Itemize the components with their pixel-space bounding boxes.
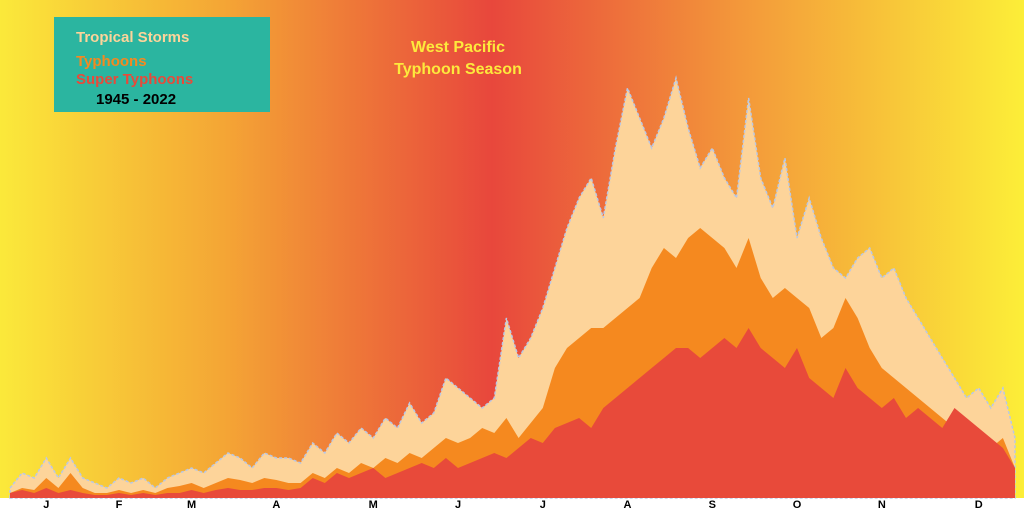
chart-title: West Pacific	[411, 39, 505, 56]
areas	[9, 75, 1016, 499]
legend-box	[54, 17, 270, 112]
x-tick-label: A	[624, 499, 632, 511]
x-tick-label: J	[540, 499, 546, 511]
x-tick-label: F	[116, 499, 123, 511]
area	[10, 328, 1015, 498]
subtitle: 1945 - 2022	[96, 91, 176, 108]
x-tick-label: J	[43, 499, 49, 511]
x-tick-label: N	[878, 499, 886, 511]
axis-band	[0, 498, 1024, 512]
x-tick-label: M	[369, 499, 378, 511]
x-tick-label: S	[709, 499, 716, 511]
chart-title: Typhoon Season	[394, 61, 522, 78]
x-tick-label: D	[975, 499, 983, 511]
legend-entry: Typhoons	[76, 53, 147, 70]
legend-entry: Super Typhoons	[76, 71, 193, 88]
x-tick-label: J	[455, 499, 461, 511]
legend-entry: Tropical Storms	[76, 29, 189, 46]
x-tick-label: A	[272, 499, 280, 511]
x-tick-label: M	[187, 499, 196, 511]
x-tick-label: O	[793, 499, 802, 511]
